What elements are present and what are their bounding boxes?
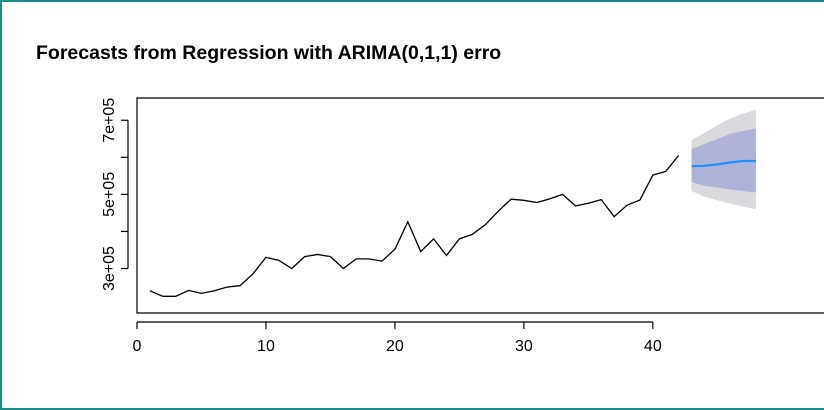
y-tick-label: 5e+05 <box>101 172 118 217</box>
plot-box <box>136 97 824 314</box>
band-80-group <box>691 128 756 193</box>
lines-group <box>149 155 756 297</box>
y-tick-label: 3e+05 <box>101 246 118 291</box>
observed-series-line <box>149 155 680 297</box>
chart-title: Forecasts from Regression with ARIMA(0,1… <box>36 42 502 64</box>
x-tick-label: 40 <box>644 338 662 355</box>
x-tick-label: 30 <box>515 338 533 355</box>
y-tick-label: 7e+05 <box>101 98 118 143</box>
forecast-mean-line <box>691 159 756 168</box>
axes-group: 0 10 20 30 40 3e+05 5e+05 7e+05 <box>101 97 824 355</box>
x-tick-label: 0 <box>133 338 142 355</box>
forecast-band-80 <box>691 128 756 193</box>
x-tick-label: 10 <box>257 338 275 355</box>
x-tick-label: 20 <box>386 338 404 355</box>
